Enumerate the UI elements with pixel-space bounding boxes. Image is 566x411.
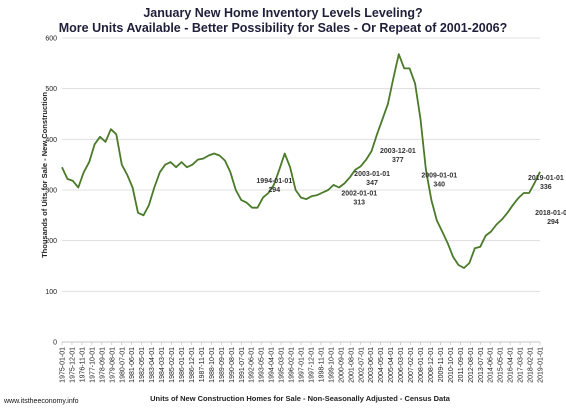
annotation-value: 377 bbox=[392, 157, 404, 164]
x-tick-label: 2018-02-01 bbox=[528, 347, 535, 383]
x-tick-label: 2013-07-01 bbox=[478, 347, 485, 383]
annotation-value: 340 bbox=[433, 182, 445, 189]
x-tick-label: 2004-05-01 bbox=[378, 347, 385, 383]
source-credit: www.itstheeconomy.info bbox=[4, 398, 79, 405]
y-tick-label-400: 400 bbox=[45, 137, 57, 144]
x-tick-label: 2003-06-01 bbox=[368, 347, 375, 383]
x-tick-label: 1992-06-01 bbox=[249, 347, 256, 383]
x-tick-label: 2009-11-01 bbox=[438, 347, 445, 382]
x-tick-label: 1985-02-01 bbox=[169, 347, 176, 383]
annotation-date: 2019-01-01 bbox=[528, 175, 564, 182]
x-tick-label: 1978-09-01 bbox=[99, 347, 106, 383]
x-tick-label: 2011-09-01 bbox=[458, 347, 465, 382]
y-tick-label-200: 200 bbox=[45, 238, 57, 245]
x-tick-label: 2017-03-01 bbox=[518, 347, 525, 383]
x-tick-label: 1983-04-01 bbox=[149, 347, 156, 383]
x-tick-label: 2002-07-01 bbox=[358, 347, 365, 383]
x-tick-label: 2000-09-01 bbox=[338, 347, 345, 383]
x-tick-label: 1988-10-01 bbox=[209, 347, 216, 383]
x-tick-label: 1981-06-01 bbox=[129, 347, 136, 383]
annotation-date: 1994-01-01 bbox=[256, 178, 292, 185]
x-tick-label: 2015-05-01 bbox=[498, 347, 505, 383]
annotation-date: 2003-12-01 bbox=[380, 148, 416, 155]
x-tick-label: 1994-04-01 bbox=[269, 347, 276, 383]
x-tick-label: 1979-08-01 bbox=[109, 347, 116, 383]
x-tick-label: 1996-02-01 bbox=[289, 347, 296, 383]
annotation-date: 2003-01-01 bbox=[354, 171, 390, 178]
y-axis-ticks: 0 100 200 300 400 500 600 bbox=[45, 36, 57, 347]
annotation-date: 2018-01-01 bbox=[535, 210, 566, 217]
x-tick-label: 2007-02-01 bbox=[408, 347, 415, 383]
x-tick-label: 1984-03-01 bbox=[159, 347, 166, 383]
x-tick-label: 1987-11-01 bbox=[199, 347, 206, 382]
annotation-value: 313 bbox=[353, 199, 365, 206]
x-tick-label: 2006-03-01 bbox=[398, 347, 405, 383]
x-tick-label: 2016-04-01 bbox=[508, 347, 515, 383]
series-line bbox=[61, 53, 541, 269]
series-layer bbox=[61, 53, 541, 269]
y-tick-label-100: 100 bbox=[45, 289, 57, 296]
x-tick-label: 1982-05-01 bbox=[139, 347, 146, 383]
x-axis-label: Units of New Construction Homes for Sale… bbox=[150, 394, 450, 403]
x-tick-label: 1990-08-01 bbox=[229, 347, 236, 383]
x-tick-label: 1976-11-01 bbox=[79, 347, 86, 382]
x-tick-label: 2005-04-01 bbox=[388, 347, 395, 383]
x-tick-label: 2008-12-01 bbox=[428, 347, 435, 383]
x-axis-ticks: 1975-01-01 1975-12-01 1976-11-01 1977-10-01… bbox=[60, 342, 545, 383]
annotation-value: 294 bbox=[547, 219, 559, 226]
annotation-date: 2002-01-01 bbox=[341, 190, 377, 197]
chart-subtitle: More Units Available - Better Possibilit… bbox=[58, 21, 508, 35]
x-tick-label: 1986-01-01 bbox=[179, 347, 186, 383]
x-tick-label: 1998-11-01 bbox=[318, 347, 325, 382]
x-tick-label: 1980-07-01 bbox=[119, 347, 126, 383]
chart-title: January New Home Inventory Levels Leveli… bbox=[143, 6, 423, 20]
x-tick-label: 1997-12-01 bbox=[308, 347, 315, 383]
x-tick-label: 2014-06-01 bbox=[488, 347, 495, 383]
x-tick-label: 1999-10-01 bbox=[328, 347, 335, 383]
annotation-date: 2009-01-01 bbox=[421, 173, 457, 180]
y-tick-label-300: 300 bbox=[45, 188, 57, 195]
y-tick-label-0: 0 bbox=[53, 340, 57, 347]
annotations-layer: 1994-01-01 294 2002-01-01 313 2003-01-01 347 2… bbox=[256, 148, 566, 226]
x-tick-label: 1995-03-01 bbox=[279, 347, 286, 383]
x-tick-label: 1991-07-01 bbox=[239, 347, 246, 383]
x-tick-label: 2001-08-01 bbox=[348, 347, 355, 383]
x-tick-label: 1997-01-01 bbox=[299, 347, 306, 383]
y-tick-label-600: 600 bbox=[45, 36, 57, 43]
y-tick-label-500: 500 bbox=[45, 86, 57, 93]
x-tick-label: 1993-05-01 bbox=[259, 347, 266, 383]
x-tick-label: 2008-01-01 bbox=[418, 347, 425, 383]
x-tick-label: 2019-01-01 bbox=[538, 347, 545, 383]
x-tick-label: 1989-09-01 bbox=[219, 347, 226, 383]
x-tick-label: 2010-10-01 bbox=[448, 347, 455, 383]
x-tick-label: 2012-08-01 bbox=[468, 347, 475, 383]
annotation-value: 336 bbox=[540, 184, 552, 191]
annotation-value: 294 bbox=[268, 187, 280, 194]
x-tick-label: 1975-01-01 bbox=[60, 347, 67, 383]
annotation-value: 347 bbox=[366, 180, 378, 187]
x-tick-label: 1977-10-01 bbox=[89, 347, 96, 383]
x-tick-label: 1986-12-01 bbox=[189, 347, 196, 383]
x-tick-label: 1975-12-01 bbox=[69, 347, 76, 383]
